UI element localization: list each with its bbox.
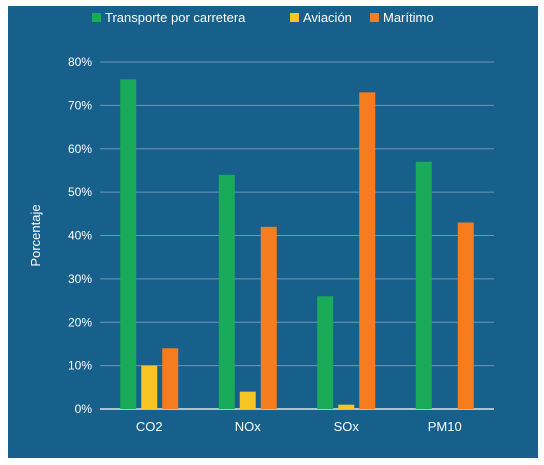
y-tick-label: 30% xyxy=(68,272,92,286)
y-tick-label: 0% xyxy=(75,402,93,416)
y-tick-label: 70% xyxy=(68,98,92,112)
legend-swatch-2 xyxy=(370,13,379,22)
legend-swatch-0 xyxy=(92,13,101,22)
bar-sox-series-0 xyxy=(317,296,334,409)
bar-co2-series-2 xyxy=(162,348,179,409)
legend-swatch-1 xyxy=(290,13,299,22)
bar-nox-series-1 xyxy=(239,391,256,409)
bar-pm10-series-2 xyxy=(457,222,474,409)
y-tick-label: 20% xyxy=(68,315,92,329)
y-tick-label: 40% xyxy=(68,229,92,243)
bar-pm10-series-0 xyxy=(415,161,432,409)
legend-item-aviacion: Aviación xyxy=(303,10,352,25)
x-tick-label: NOx xyxy=(235,419,262,434)
legend-item-maritimo: Marítimo xyxy=(383,10,434,25)
y-tick-label: 10% xyxy=(68,359,92,373)
bar-co2-series-0 xyxy=(120,79,137,409)
bar-nox-series-0 xyxy=(218,174,235,409)
bar-sox-series-1 xyxy=(338,404,355,409)
bar-nox-series-2 xyxy=(260,226,277,409)
y-tick-label: 50% xyxy=(68,185,92,199)
y-tick-label: 80% xyxy=(68,55,92,69)
legend-item-transporte: Transporte por carretera xyxy=(105,10,246,25)
bar-co2-series-1 xyxy=(141,365,158,409)
y-axis-label: Porcentaje xyxy=(28,204,43,266)
x-tick-label: CO2 xyxy=(136,419,163,434)
x-tick-label: SOx xyxy=(334,419,360,434)
x-tick-label: PM10 xyxy=(428,419,462,434)
bar-sox-series-2 xyxy=(359,92,376,410)
y-tick-label: 60% xyxy=(68,142,92,156)
